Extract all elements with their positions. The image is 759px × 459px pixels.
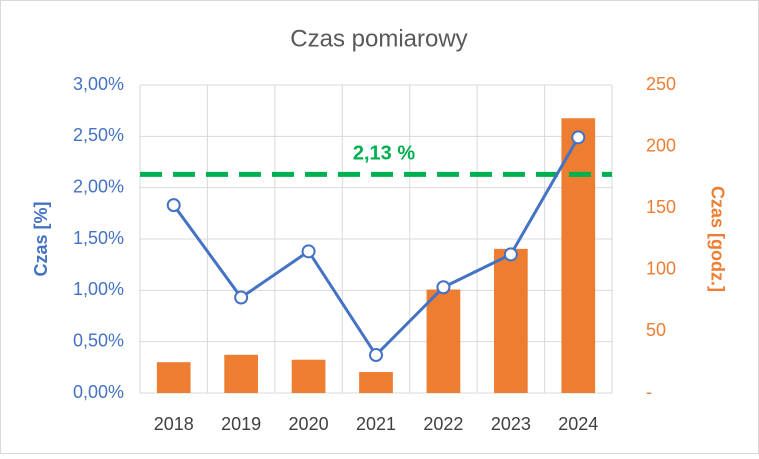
- y2-tick-label: 100: [646, 259, 676, 279]
- x-tick-label: 2022: [423, 414, 463, 434]
- y-tick-label: 2,00%: [73, 176, 124, 196]
- y-tick-label: 0,00%: [73, 382, 124, 402]
- x-tick-label: 2021: [356, 414, 396, 434]
- y-axis-title: Czas [%]: [31, 201, 51, 276]
- line-marker: [503, 247, 518, 262]
- y-tick-label: 1,00%: [73, 279, 124, 299]
- line-marker: [234, 290, 249, 305]
- bar: [561, 118, 596, 393]
- y2-axis-title: Czas [godz.]: [707, 186, 727, 292]
- x-tick-label: 2020: [289, 414, 329, 434]
- line-marker: [571, 130, 586, 145]
- y-tick-label: 2,50%: [73, 125, 124, 145]
- bar: [291, 359, 326, 393]
- bar: [224, 354, 258, 393]
- line-marker: [369, 348, 383, 363]
- chart-title: Czas pomiarowy: [290, 25, 467, 52]
- y2-tick-label: 150: [646, 197, 676, 217]
- reference-label: 2,13 %: [353, 143, 415, 165]
- bar: [426, 289, 461, 393]
- y-tick-label: 1,50%: [73, 228, 124, 248]
- line-marker: [301, 244, 316, 259]
- y-tick-label: 3,00%: [73, 74, 124, 94]
- y-tick-label: 0,50%: [73, 330, 124, 350]
- bar: [494, 248, 528, 393]
- y2-tick-label: 50: [646, 320, 666, 340]
- y2-tick-label: 250: [646, 74, 676, 94]
- bar: [359, 372, 393, 393]
- bar: [156, 362, 191, 393]
- x-tick-label: 2018: [154, 414, 194, 434]
- x-tick-label: 2023: [491, 414, 531, 434]
- y2-tick-label: -: [646, 382, 652, 402]
- line-marker: [166, 198, 181, 213]
- x-tick-label: 2019: [221, 414, 261, 434]
- x-tick-label: 2024: [558, 414, 598, 434]
- y2-tick-label: 200: [646, 135, 676, 155]
- line-marker: [436, 280, 451, 295]
